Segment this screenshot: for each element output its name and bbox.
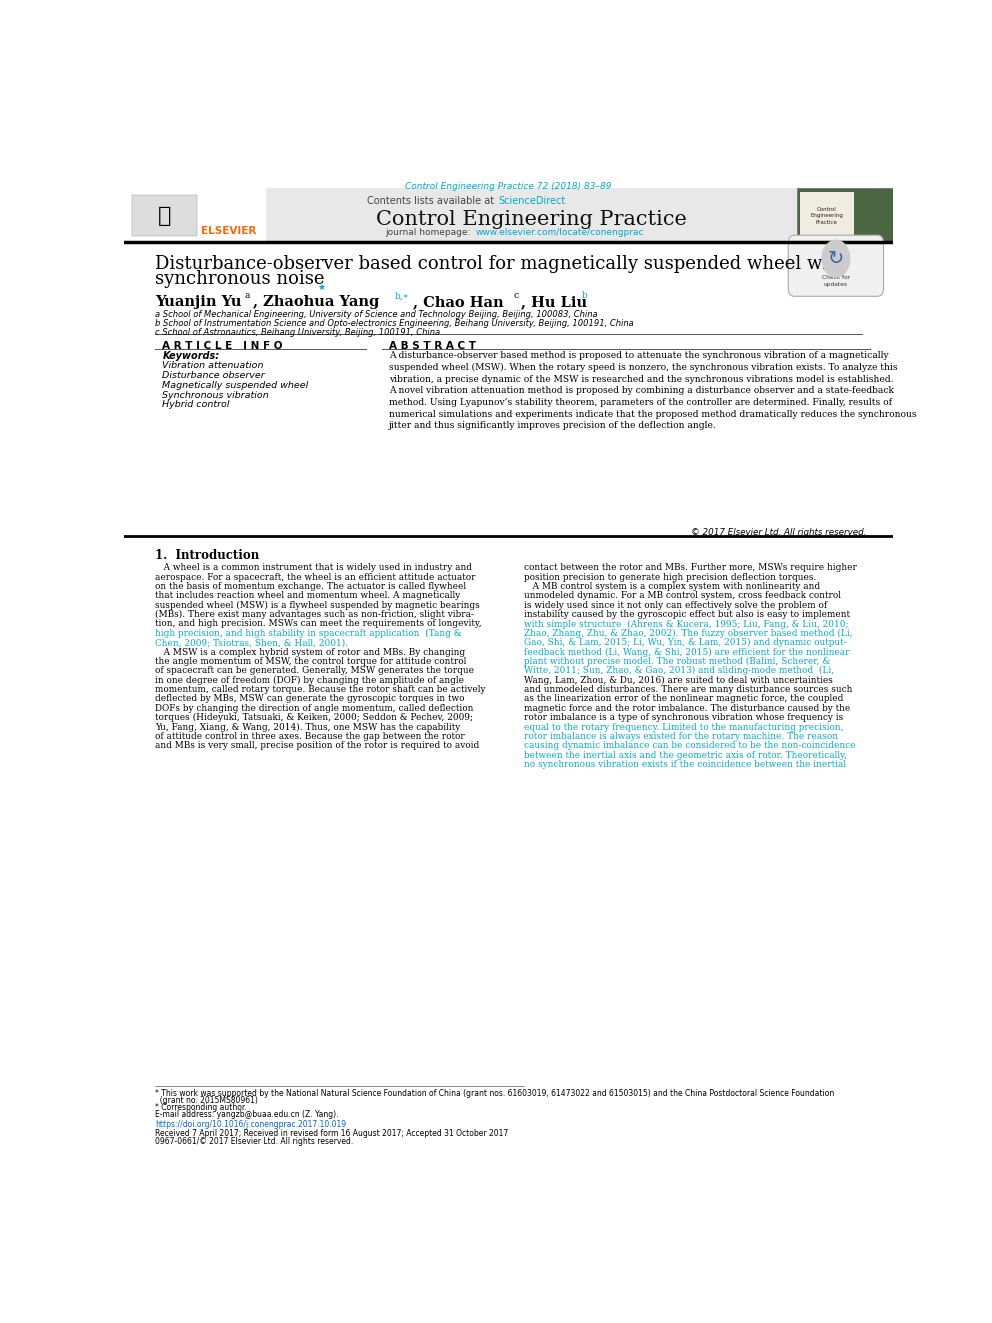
Text: and unmodeled disturbances. There are many disturbance sources such: and unmodeled disturbances. There are ma…	[524, 685, 852, 695]
Text: Gao, Shi, & Lam, 2015; Li, Wu, Yin, & Lam, 2015) and dynamic output-: Gao, Shi, & Lam, 2015; Li, Wu, Yin, & La…	[524, 638, 846, 647]
Text: ★: ★	[317, 283, 325, 292]
Text: Received 7 April 2017; Received in revised form 16 August 2017; Accepted 31 Octo: Received 7 April 2017; Received in revis…	[155, 1129, 508, 1138]
Text: © 2017 Elsevier Ltd. All rights reserved.: © 2017 Elsevier Ltd. All rights reserved…	[690, 528, 866, 537]
Text: ELSEVIER: ELSEVIER	[200, 226, 256, 237]
Text: Control Engineering Practice 72 (2018) 83–89: Control Engineering Practice 72 (2018) 8…	[405, 183, 612, 192]
Text: between the inertial axis and the geometric axis of rotor. Theoretically,: between the inertial axis and the geomet…	[524, 750, 846, 759]
Text: a: a	[245, 291, 250, 300]
FancyBboxPatch shape	[800, 192, 853, 239]
Text: magnetic force and the rotor imbalance. The disturbance caused by the: magnetic force and the rotor imbalance. …	[524, 704, 850, 713]
Text: deflected by MBs, MSW can generate the gyroscopic torques in two: deflected by MBs, MSW can generate the g…	[155, 695, 464, 704]
Text: Check for
updates: Check for updates	[821, 275, 850, 287]
Text: feedback method (Li, Wang, & Shi, 2015) are efficient for the nonlinear: feedback method (Li, Wang, & Shi, 2015) …	[524, 647, 849, 656]
Text: Yu, Fang, Xiang, & Wang, 2014). Thus, one MSW has the capability: Yu, Fang, Xiang, & Wang, 2014). Thus, on…	[155, 722, 460, 732]
Text: a School of Mechanical Engineering, University of Science and Technology Beijing: a School of Mechanical Engineering, Univ…	[155, 310, 597, 319]
Text: A wheel is a common instrument that is widely used in industry and: A wheel is a common instrument that is w…	[155, 564, 472, 572]
Text: Chen, 2009; Tsiotras, Shen, & Hall, 2001).: Chen, 2009; Tsiotras, Shen, & Hall, 2001…	[155, 638, 348, 647]
Text: tion, and high precision. MSWs can meet the requirements of longevity,: tion, and high precision. MSWs can meet …	[155, 619, 481, 628]
Text: Disturbance-observer based control for magnetically suspended wheel with: Disturbance-observer based control for m…	[155, 254, 847, 273]
Text: that includes reaction wheel and momentum wheel. A magnetically: that includes reaction wheel and momentu…	[155, 591, 460, 601]
Text: 1.  Introduction: 1. Introduction	[155, 549, 259, 562]
Text: Control Engineering Practice: Control Engineering Practice	[376, 209, 686, 229]
Text: Hybrid control: Hybrid control	[163, 400, 230, 409]
Text: * This work was supported by the National Natural Science Foundation of China (g: * This work was supported by the Nationa…	[155, 1089, 834, 1098]
Text: rotor imbalance is a type of synchronous vibration whose frequency is: rotor imbalance is a type of synchronous…	[524, 713, 843, 722]
Text: of attitude control in three axes. Because the gap between the rotor: of attitude control in three axes. Becau…	[155, 732, 464, 741]
Text: , Zhaohua Yang: , Zhaohua Yang	[253, 295, 379, 310]
FancyBboxPatch shape	[797, 188, 893, 242]
Text: b,∗: b,∗	[395, 291, 410, 300]
Text: Control
Engineering
Practice: Control Engineering Practice	[810, 208, 843, 225]
Text: of spacecraft can be generated. Generally, MSW generates the torque: of spacecraft can be generated. Generall…	[155, 667, 474, 675]
Text: Synchronous vibration: Synchronous vibration	[163, 390, 269, 400]
Text: Magnetically suspended wheel: Magnetically suspended wheel	[163, 381, 309, 390]
Text: c: c	[513, 291, 518, 300]
Text: in one degree of freedom (DOF) by changing the amplitude of angle: in one degree of freedom (DOF) by changi…	[155, 676, 463, 685]
Text: plant without precise model. The robust method (Balini, Scherer, &: plant without precise model. The robust …	[524, 658, 830, 665]
Text: c School of Astronautics, Beihang University, Beijing, 100191, China: c School of Astronautics, Beihang Univer…	[155, 328, 439, 337]
Text: the angle momentum of MSW, the control torque for attitude control: the angle momentum of MSW, the control t…	[155, 658, 466, 665]
Text: Disturbance observer: Disturbance observer	[163, 372, 265, 380]
Text: suspended wheel (MSW) is a flywheel suspended by magnetic bearings: suspended wheel (MSW) is a flywheel susp…	[155, 601, 479, 610]
Text: Witte, 2011; Sun, Zhao, & Gao, 2013) and sliding-mode method  (Li,: Witte, 2011; Sun, Zhao, & Gao, 2013) and…	[524, 667, 834, 676]
Text: (MBs). There exist many advantages such as non-friction, slight vibra-: (MBs). There exist many advantages such …	[155, 610, 474, 619]
Text: journal homepage:: journal homepage:	[386, 228, 474, 237]
Text: Zhao, Zhang, Zhu, & Zhao, 2002). The fuzzy observer based method (Li,: Zhao, Zhang, Zhu, & Zhao, 2002). The fuz…	[524, 628, 852, 638]
FancyBboxPatch shape	[124, 188, 797, 242]
Text: Contents lists available at: Contents lists available at	[367, 196, 497, 206]
Text: A B S T R A C T: A B S T R A C T	[389, 341, 476, 351]
Text: E-mail address: yangzb@buaa.edu.cn (Z. Yang).: E-mail address: yangzb@buaa.edu.cn (Z. Y…	[155, 1110, 338, 1119]
Text: momentum, called rotary torque. Because the rotor shaft can be actively: momentum, called rotary torque. Because …	[155, 685, 485, 695]
Text: A MB control system is a complex system with nonlinearity and: A MB control system is a complex system …	[524, 582, 820, 591]
Circle shape	[822, 241, 850, 277]
FancyBboxPatch shape	[132, 196, 197, 237]
Text: is widely used since it not only can effectively solve the problem of: is widely used since it not only can eff…	[524, 601, 827, 610]
Text: DOFs by changing the direction of angle momentum, called deflection: DOFs by changing the direction of angle …	[155, 704, 473, 713]
Text: contact between the rotor and MBs. Further more, MSWs require higher: contact between the rotor and MBs. Furth…	[524, 564, 857, 572]
Text: Keywords:: Keywords:	[163, 352, 219, 361]
Text: no synchronous vibration exists if the coincidence between the inertial: no synchronous vibration exists if the c…	[524, 759, 846, 769]
Text: www.elsevier.com/locate/conengprac: www.elsevier.com/locate/conengprac	[475, 228, 644, 237]
Text: A R T I C L E   I N F O: A R T I C L E I N F O	[163, 341, 283, 351]
Text: instability caused by the gyroscopic effect but also is easy to implement: instability caused by the gyroscopic eff…	[524, 610, 850, 619]
Text: b: b	[582, 291, 588, 300]
Text: with simple structure  (Ahrens & Kucera, 1995; Liu, Fang, & Liu, 2010;: with simple structure (Ahrens & Kucera, …	[524, 619, 848, 628]
Text: high precision, and high stability in spacecraft application  (Tang &: high precision, and high stability in sp…	[155, 628, 461, 638]
Text: Vibration attenuation: Vibration attenuation	[163, 361, 264, 370]
Text: causing dynamic imbalance can be considered to be the non-coincidence: causing dynamic imbalance can be conside…	[524, 741, 855, 750]
Text: , Chao Han: , Chao Han	[413, 295, 504, 310]
Text: rotor imbalance is always existed for the rotary machine. The reason: rotor imbalance is always existed for th…	[524, 732, 838, 741]
FancyBboxPatch shape	[124, 188, 266, 242]
Text: A MSW is a complex hybrid system of rotor and MBs. By changing: A MSW is a complex hybrid system of roto…	[155, 647, 465, 656]
Text: on the basis of momentum exchange. The actuator is called flywheel: on the basis of momentum exchange. The a…	[155, 582, 466, 591]
Text: Yuanjin Yu: Yuanjin Yu	[155, 295, 241, 310]
Text: ScienceDirect: ScienceDirect	[498, 196, 565, 206]
Text: synchronous noise: synchronous noise	[155, 270, 324, 288]
Text: https://doi.org/10.1016/j.conengprac.2017.10.019: https://doi.org/10.1016/j.conengprac.201…	[155, 1121, 346, 1130]
Text: as the linearization error of the nonlinear magnetic force, the coupled: as the linearization error of the nonlin…	[524, 695, 843, 704]
Text: aerospace. For a spacecraft, the wheel is an efficient attitude actuator: aerospace. For a spacecraft, the wheel i…	[155, 573, 475, 582]
Text: 🌲: 🌲	[158, 206, 172, 226]
Text: 0967-0661/© 2017 Elsevier Ltd. All rights reserved.: 0967-0661/© 2017 Elsevier Ltd. All right…	[155, 1136, 353, 1146]
Text: b School of Instrumentation Science and Opto-electronics Engineering, Beihang Un: b School of Instrumentation Science and …	[155, 319, 634, 328]
Text: and MBs is very small, precise position of the rotor is required to avoid: and MBs is very small, precise position …	[155, 741, 479, 750]
Text: A disturbance-observer based method is proposed to attenuate the synchronous vib: A disturbance-observer based method is p…	[389, 352, 917, 430]
Text: equal to the rotary frequency. Limited to the manufacturing precision,: equal to the rotary frequency. Limited t…	[524, 722, 843, 732]
Text: * Corresponding author.: * Corresponding author.	[155, 1103, 246, 1113]
Text: position precision to generate high precision deflection torques.: position precision to generate high prec…	[524, 573, 816, 582]
Text: unmodeled dynamic. For a MB control system, cross feedback control: unmodeled dynamic. For a MB control syst…	[524, 591, 841, 601]
Text: ↻: ↻	[827, 249, 844, 269]
Text: Wang, Lam, Zhou, & Du, 2016) are suited to deal with uncertainties: Wang, Lam, Zhou, & Du, 2016) are suited …	[524, 676, 832, 685]
FancyBboxPatch shape	[789, 235, 884, 296]
Text: (grant no. 2015MS80961): (grant no. 2015MS80961)	[155, 1095, 258, 1105]
Text: torques (Hideyuki, Tatsuaki, & Keiken, 2000; Seddon & Pechev, 2009;: torques (Hideyuki, Tatsuaki, & Keiken, 2…	[155, 713, 473, 722]
Text: , Hu Liu: , Hu Liu	[521, 295, 587, 310]
